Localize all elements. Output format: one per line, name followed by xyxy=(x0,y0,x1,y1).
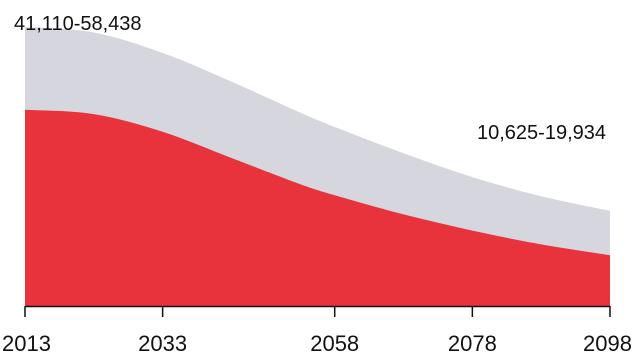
series-areas xyxy=(25,27,610,306)
x-tick-label: 2078 xyxy=(448,331,497,356)
x-tick-label: 2098 xyxy=(583,331,632,356)
x-axis-ticks: 2013 2033 2058 2078 2098 xyxy=(2,306,632,356)
annotation-upper-range: 41,110-58,438 xyxy=(14,13,142,35)
x-tick-label: 2058 xyxy=(310,331,359,356)
area-lower-bound xyxy=(25,109,610,306)
x-tick-label: 2033 xyxy=(138,331,187,356)
annotation-lower-range: 10,625-19,934 xyxy=(477,122,606,144)
x-tick-label: 2013 xyxy=(2,331,51,356)
